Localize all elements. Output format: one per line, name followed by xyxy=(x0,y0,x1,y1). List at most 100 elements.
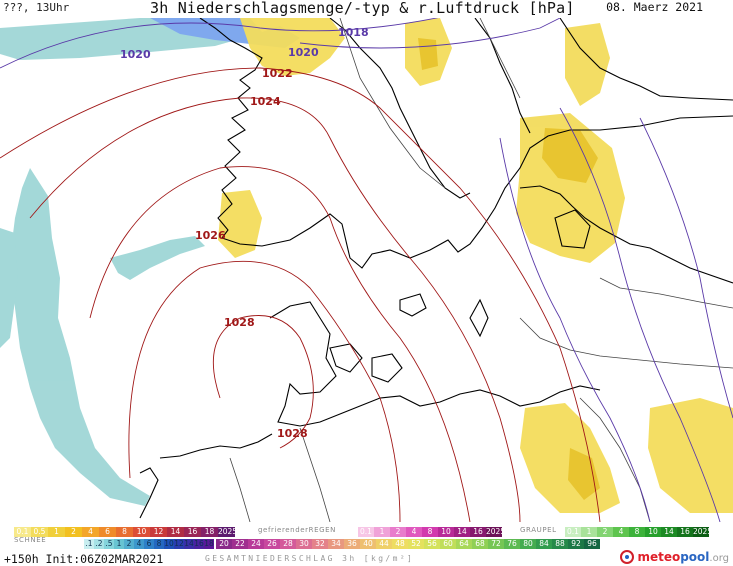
total-scale-cell: 26 xyxy=(264,539,280,549)
freezing-scale-cell: 14 xyxy=(454,527,470,537)
total-scale-cell: 100 xyxy=(600,539,616,549)
total-scale-cell: 64 xyxy=(456,539,472,549)
rain-scale-cell: 1 xyxy=(48,527,65,537)
isobar-label-1022: 1022 xyxy=(262,67,293,80)
rain-scale-cell: 0.5 xyxy=(31,527,48,537)
total-scale-cell: 40 xyxy=(360,539,376,549)
graupel-scale-cell: 16 xyxy=(677,527,693,537)
total-scale-cell: 30 xyxy=(296,539,312,549)
total-scale-cell: 36 xyxy=(344,539,360,549)
freezing-scale-cell: 10 xyxy=(438,527,454,537)
meteopool-logo[interactable]: meteopool.org xyxy=(620,549,729,565)
map-canvas: 1018 1020 1020 1022 1024 1026 1028 1028 xyxy=(0,12,733,523)
snow-scale-cell: 14 xyxy=(184,539,194,549)
rain-scale-cell: 18 xyxy=(201,527,218,537)
total-scale-cell: 24 xyxy=(248,539,264,549)
init-time-label: +150h Init:06Z02MAR2021 xyxy=(4,552,164,566)
map-title: 3h Niederschlagsmenge/-typ & r.Luftdruck… xyxy=(150,0,575,17)
snow-scale-cell: 6 xyxy=(144,539,154,549)
total-scale-cell: 52 xyxy=(408,539,424,549)
freezing-scale-cell: 4 xyxy=(406,527,422,537)
isobar-label-1018: 1018 xyxy=(338,26,369,39)
rain-scale-cell: 4 xyxy=(82,527,99,537)
snow-scale-cell: 4 xyxy=(134,539,144,549)
rain-scale-cell: 6 xyxy=(99,527,116,537)
total-scale-cell: 72 xyxy=(488,539,504,549)
total-scale-cell: 76 xyxy=(504,539,520,549)
meteopool-logo-icon xyxy=(620,550,635,564)
snow-scale-cell: .1 xyxy=(84,539,94,549)
total-scale-cell: 60 xyxy=(440,539,456,549)
freezing-rain-scale: 0.112481014162025+ xyxy=(358,527,502,537)
rain-scale-cell: 10 xyxy=(133,527,150,537)
total-scale-cell: 28 xyxy=(280,539,296,549)
isobar-labels: 1018 1020 1020 1022 1024 1026 1028 1028 xyxy=(120,26,369,440)
total-scale-cell: 88 xyxy=(552,539,568,549)
total-scale-cell: 22 xyxy=(232,539,248,549)
snow-title: SCHNEE xyxy=(14,536,47,544)
graupel-scale-cell: 0.1 xyxy=(565,527,581,537)
graupel-scale-cell: 14 xyxy=(661,527,677,537)
rain-scale-cell: 0.1 xyxy=(14,527,31,537)
snow-scale-cell: 8 xyxy=(154,539,164,549)
total-scale-cell: 34 xyxy=(328,539,344,549)
freezing-scale-cell: 2 xyxy=(390,527,406,537)
isobar-label-1028-south: 1028 xyxy=(277,427,308,440)
snow-scale-cell: .5 xyxy=(104,539,114,549)
graupel-scale-cell: 1 xyxy=(581,527,597,537)
snow-scale-cell: 1 xyxy=(114,539,124,549)
total-scale-cell: 68 xyxy=(472,539,488,549)
total-scale-cell: 44 xyxy=(376,539,392,549)
total-scale-cell: 56 xyxy=(424,539,440,549)
isobar-label-1024: 1024 xyxy=(250,95,281,108)
coastlines xyxy=(139,17,733,519)
total-scale-cell: 80 xyxy=(520,539,536,549)
freezing-scale-cell: 8 xyxy=(422,527,438,537)
total-scale-cell: 96 xyxy=(584,539,600,549)
freezing-scale-cell: 16 xyxy=(470,527,486,537)
date-label: 08. Maerz 2021 xyxy=(606,0,703,14)
snow-scale-cell: .2 xyxy=(94,539,104,549)
snow-scale-cell: 16 xyxy=(194,539,204,549)
rain-scale-cell: 2025+ xyxy=(218,527,235,537)
snow-precipitation-areas xyxy=(0,18,250,506)
graupel-scale-cell: 2025+ xyxy=(693,527,709,537)
total-precipitation-scale: 20 22 24 26 28 30 32 34 36 40 44 48 52 56 60 64 68 72 76 80… xyxy=(216,539,616,549)
total-precipitation-title: GESAMTNIEDERSCHLAG 3h [kg/m²] xyxy=(205,554,415,563)
freezing-scale-cell: 2025+ xyxy=(486,527,502,537)
valid-time-label: ???, 13Uhr xyxy=(3,1,70,14)
total-scale-cell: 20 xyxy=(216,539,232,549)
rain-scale-cell: 14 xyxy=(167,527,184,537)
graupel-scale-cell: 8 xyxy=(629,527,645,537)
rain-scale-cell: 16 xyxy=(184,527,201,537)
total-scale-cell: 84 xyxy=(536,539,552,549)
isobars xyxy=(0,12,733,523)
country-borders xyxy=(229,17,733,523)
isobar-label-1020-north: 1020 xyxy=(288,46,319,59)
total-scale-cell: 92 xyxy=(568,539,584,549)
freezing-scale-cell: 1 xyxy=(374,527,390,537)
graupel-title: GRAUPEL xyxy=(520,526,557,534)
snow-scale-cell: 2 xyxy=(124,539,134,549)
map-header: ???, 13Uhr 3h Niederschlagsmenge/-typ & … xyxy=(0,0,733,18)
snow-scale: .1.2.5 1 2 4 6 8 10 12 14 16 18 xyxy=(84,539,214,549)
graupel-scale-cell: 2 xyxy=(597,527,613,537)
isobar-label-1028-center: 1028 xyxy=(224,316,255,329)
isobar-label-1026: 1026 xyxy=(195,229,226,242)
rain-scale-cell: 2 xyxy=(65,527,82,537)
snow-scale-cell: 18 xyxy=(204,539,214,549)
freezing-scale-cell: 0.1 xyxy=(358,527,374,537)
logo-text: meteopool.org xyxy=(637,550,729,564)
weather-map: 1018 1020 1020 1022 1024 1026 1028 1028 xyxy=(0,12,733,523)
rain-scale-cell: 8 xyxy=(116,527,133,537)
isobar-label-1020-west: 1020 xyxy=(120,48,151,61)
freezing-rain-title: gefrierenderREGEN xyxy=(258,526,337,534)
graupel-scale-cell: 10 xyxy=(645,527,661,537)
rain-scale-cell: 12 xyxy=(150,527,167,537)
graupel-scale: 0.112481014162025+ xyxy=(565,527,709,537)
snow-scale-cell: 10 xyxy=(164,539,174,549)
total-scale-cell: 32 xyxy=(312,539,328,549)
total-scale-cell: 48 xyxy=(392,539,408,549)
